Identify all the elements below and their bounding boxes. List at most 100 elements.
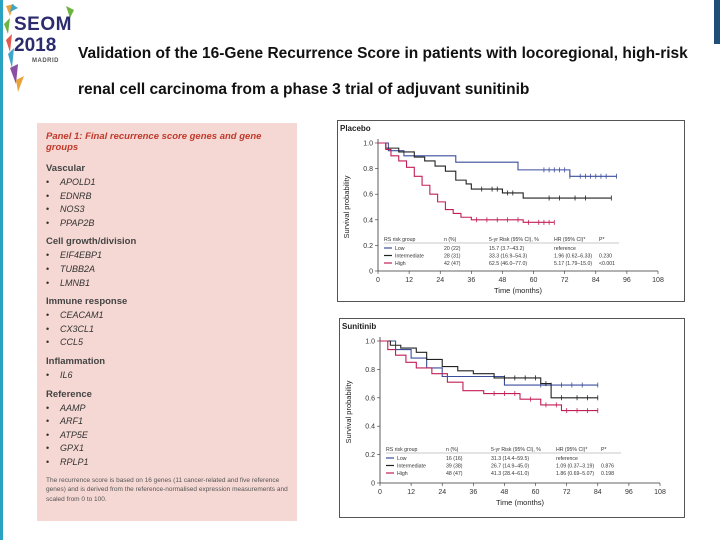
x-tick-label: 24 (438, 489, 446, 496)
gene-item: NOS3 (46, 203, 288, 217)
legend-p: 0.198 (601, 471, 614, 477)
logo-seom-text: SEOM (14, 14, 72, 35)
y-tick-label: 0.6 (363, 192, 373, 199)
legend-p: 0.230 (599, 254, 612, 260)
legend-header: P* (599, 237, 604, 243)
placebo-km-plot: Placebo 0 12 24 36 48 60 72 84 96 108 0 0.2 0.4 0.6 0.8… (337, 120, 685, 302)
legend-risk: 31.3 (14.4–59.5) (491, 456, 529, 462)
sunitinib-km-plot: Sunitinib 0 12 24 36 48 60 72 84 96 108 0 0.2 0.4 0.6 0… (339, 318, 685, 518)
y-tick-label: 0 (369, 269, 373, 276)
x-tick-label: 12 (407, 489, 415, 496)
gene-item: IL6 (46, 369, 288, 383)
x-tick-label: 108 (654, 489, 666, 496)
chart-title: Placebo (340, 124, 371, 133)
x-tick-label: 12 (405, 277, 413, 284)
left-accent-strip (0, 0, 3, 540)
legend-header: RS risk group (386, 447, 418, 453)
x-tick-label: 84 (594, 489, 602, 496)
x-tick-label: 36 (469, 489, 477, 496)
x-tick-label: 48 (499, 277, 507, 284)
legend-name: High (397, 471, 408, 477)
km-curve-low (380, 340, 598, 386)
legend-header: n (%) (444, 237, 457, 243)
legend-hr: 1.09 (0.37–3.19) (556, 464, 594, 470)
panel-title-rest: Final recurrence score genes and gene gr… (46, 131, 262, 153)
legend-name: Intermediate (395, 254, 424, 260)
legend-name: High (395, 261, 406, 267)
x-tick-label: 108 (652, 277, 664, 284)
gene-item: APOLD1 (46, 176, 288, 190)
gene-group-name: Vascular (46, 163, 86, 174)
panel-title: Panel 1: Final recurrence score genes an… (46, 131, 288, 153)
legend-hr: 5.17 (1.79–15.0) (554, 261, 592, 267)
panel-footnote: The recurrence score is based on 16 gene… (46, 476, 288, 503)
legend-name: Low (395, 246, 405, 252)
gene-group: Immune responseCEACAM1CX3CL1CCL5 (46, 296, 288, 350)
legend-name: Low (397, 456, 407, 462)
y-axis-label: Survival probability (342, 175, 351, 238)
gene-item: AAMP (46, 402, 288, 416)
legend-header: 5-yr Risk (95% CI), % (489, 237, 539, 243)
y-axis-label: Survival probability (344, 380, 353, 443)
logo-year-text: 2018 (14, 35, 57, 56)
gene-group: Reference AAMPARF1ATP5EGPX1RPLP1 (46, 389, 288, 470)
legend-n: 39 (38) (446, 464, 463, 470)
gene-group: Vascular APOLD1EDNRBNOS3PPAP2B (46, 163, 288, 230)
y-tick-label: 0.6 (365, 395, 375, 402)
km-curve-high (380, 340, 598, 412)
gene-panel: Panel 1: Final recurrence score genes an… (37, 123, 297, 521)
gene-item: RPLP1 (46, 456, 288, 470)
km-curve-intermediate (380, 340, 598, 399)
gene-item: CCL5 (46, 336, 288, 350)
legend-name: Intermediate (397, 464, 426, 470)
legend-hr: 1.96 (0.62–6.33) (554, 254, 592, 260)
gene-item: PPAP2B (46, 217, 288, 231)
legend-hr: 1.86 (0.69–5.07) (556, 471, 594, 477)
x-tick-label: 48 (501, 489, 509, 496)
legend-risk: 62.5 (46.0–77.0) (489, 261, 527, 267)
gene-group: Inflammation IL6 (46, 356, 288, 383)
legend-header: RS risk group (384, 237, 416, 243)
legend-hr: reference (554, 246, 576, 252)
x-axis-label: Time (months) (494, 286, 543, 295)
gene-item: ATP5E (46, 429, 288, 443)
x-tick-label: 24 (436, 277, 444, 284)
legend-p: <0.001 (599, 261, 615, 267)
gene-item: ARF1 (46, 415, 288, 429)
gene-item: CEACAM1 (46, 309, 288, 323)
km-curve-high (378, 142, 555, 223)
y-tick-label: 1.0 (365, 339, 375, 346)
x-tick-label: 60 (532, 489, 540, 496)
legend-n: 48 (47) (446, 471, 463, 477)
x-tick-label: 60 (530, 277, 538, 284)
legend-p: 0.876 (601, 464, 614, 470)
x-axis-label: Time (months) (496, 498, 545, 507)
gene-groups: Vascular APOLD1EDNRBNOS3PPAP2B Cell growth… (46, 163, 288, 470)
legend-n: 42 (47) (444, 261, 461, 267)
legend-risk: 41.3 (28.4–61.0) (491, 471, 529, 477)
x-tick-label: 96 (623, 277, 631, 284)
seom-logo: SEOM 2018 MADRID (4, 4, 76, 94)
y-tick-label: 0.2 (363, 243, 373, 250)
gene-item: LMNB1 (46, 277, 288, 291)
y-tick-label: 1.0 (363, 141, 373, 148)
y-tick-label: 0 (371, 481, 375, 488)
legend-header: P* (601, 447, 606, 453)
legend-n: 16 (16) (446, 456, 463, 462)
y-tick-label: 0.4 (365, 424, 375, 431)
x-tick-label: 0 (376, 277, 380, 284)
legend-risk: 15.7 (3.7–43.2) (489, 246, 524, 252)
gene-item: GPX1 (46, 442, 288, 456)
legend-n: 20 (22) (444, 246, 461, 252)
gene-item: EIF4EBP1 (46, 249, 288, 263)
legend-header: n (%) (446, 447, 459, 453)
gene-group-name: Immune response (46, 296, 128, 308)
legend-risk: 26.7 (14.9–45.0) (491, 464, 529, 470)
logo-city-text: MADRID (32, 58, 59, 64)
x-tick-label: 84 (592, 277, 600, 284)
gene-item: EDNRB (46, 190, 288, 204)
legend-header: HR (95% CI)* (556, 447, 587, 453)
x-tick-label: 0 (378, 489, 382, 496)
right-accent-tab (714, 0, 720, 44)
km-svg: Placebo 0 12 24 36 48 60 72 84 96 108 0 0.2 0.4 0.6 0.8… (340, 124, 664, 295)
